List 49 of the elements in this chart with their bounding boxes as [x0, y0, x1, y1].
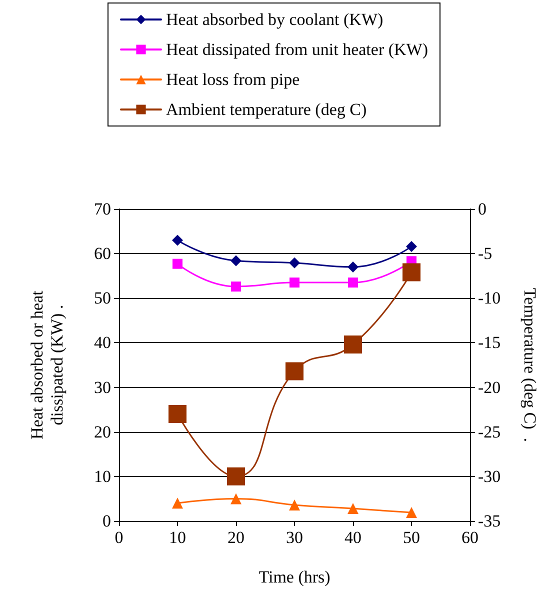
y2-tick-label: -25: [478, 422, 501, 442]
y2-tick-label: -15: [478, 333, 501, 352]
x-tick-label: 10: [169, 528, 186, 547]
x-tick-label: 40: [344, 528, 362, 547]
x-tick-label: 20: [228, 528, 244, 547]
point: [172, 234, 183, 246]
y-tick-label: 40: [94, 333, 111, 352]
y2-tick-label: -30: [478, 466, 501, 486]
x-tick-label: 0: [114, 528, 124, 547]
point: [290, 278, 300, 288]
y2-tick-label: -5: [478, 244, 492, 264]
y2-tick-label: -20: [478, 378, 501, 397]
point: [172, 258, 182, 269]
point: [344, 335, 362, 354]
x-tick-label: 50: [403, 528, 420, 547]
point: [168, 405, 186, 424]
y-tick-label: 60: [94, 244, 111, 264]
point: [289, 499, 300, 510]
legend-label: Heat absorbed by coolant (KW): [166, 10, 384, 29]
y-tick-label: 20: [94, 422, 111, 442]
point: [406, 240, 417, 252]
point: [348, 278, 358, 288]
point: [230, 255, 242, 266]
y2-tick-label: 0: [478, 200, 486, 218]
x-tick-label: 60: [462, 528, 478, 547]
y-axis-title: Heat absorbed or heat dissipated (KW) .: [28, 290, 66, 440]
y2-axis-title: Temperature (deg C) .: [520, 288, 540, 442]
point: [348, 261, 358, 272]
y-tick-label: 30: [94, 378, 111, 397]
point: [286, 362, 304, 380]
legend-label: Ambient temperature (deg C): [166, 100, 367, 119]
point: [289, 257, 300, 268]
legend-label: Heat dissipated from unit heater (KW): [166, 40, 428, 59]
y-tick-label: 0: [102, 512, 111, 530]
point: [348, 503, 358, 514]
y-tick-label: 10: [94, 466, 111, 486]
y2-tick-label: -35: [478, 512, 501, 530]
point: [172, 498, 183, 509]
point: [230, 493, 242, 504]
point: [231, 282, 241, 292]
y2-tick-label: -10: [478, 288, 501, 308]
point: [406, 507, 417, 518]
x-axis-title: Time (hrs): [258, 568, 330, 586]
point: [227, 467, 245, 486]
point: [402, 263, 420, 282]
x-tick-label: 30: [286, 528, 303, 547]
legend-label: Heat loss from pipe: [166, 70, 300, 89]
y-tick-label: 70: [94, 200, 111, 218]
y-tick-label: 50: [94, 288, 111, 308]
